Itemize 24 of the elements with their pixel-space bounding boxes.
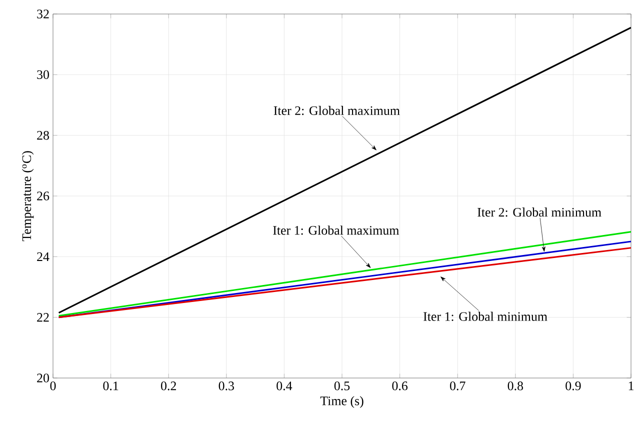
x-tick-label: 0 [50,382,56,390]
x-tick-label: 0.4 [276,382,292,390]
y-tick-label: 32 [37,10,49,18]
x-tick-label: 0.3 [218,382,234,390]
x-axis-title: Time (s) [320,396,364,408]
annotation: Iter 2: Global minimum [478,208,602,217]
x-tick-label: 0.1 [103,382,118,390]
y-tick-label: 24 [37,252,50,261]
y-tick-label: 28 [37,130,49,140]
annotation: Iter 2: Global maximum [274,106,400,116]
x-tick-label: 0.9 [566,382,581,390]
y-tick-label: 30 [37,70,49,80]
y-axis-title: Temperature ($^{o}$C) [22,151,34,242]
annotation: Iter 1: Global minimum [424,312,548,321]
y-tick-label: 26 [37,192,50,200]
x-tick-label: 0.8 [508,382,524,390]
annotation: Iter 1: Global maximum [273,226,400,235]
x-tick-label: 0.7 [450,382,466,390]
y-tick-label: 20 [37,374,49,382]
x-tick-label: 0.2 [161,382,176,390]
x-tick-label: 0.5 [334,382,350,390]
x-tick-label: 1 [628,382,634,390]
y-tick-label: 22 [37,313,49,322]
x-tick-label: 0.6 [392,382,408,390]
